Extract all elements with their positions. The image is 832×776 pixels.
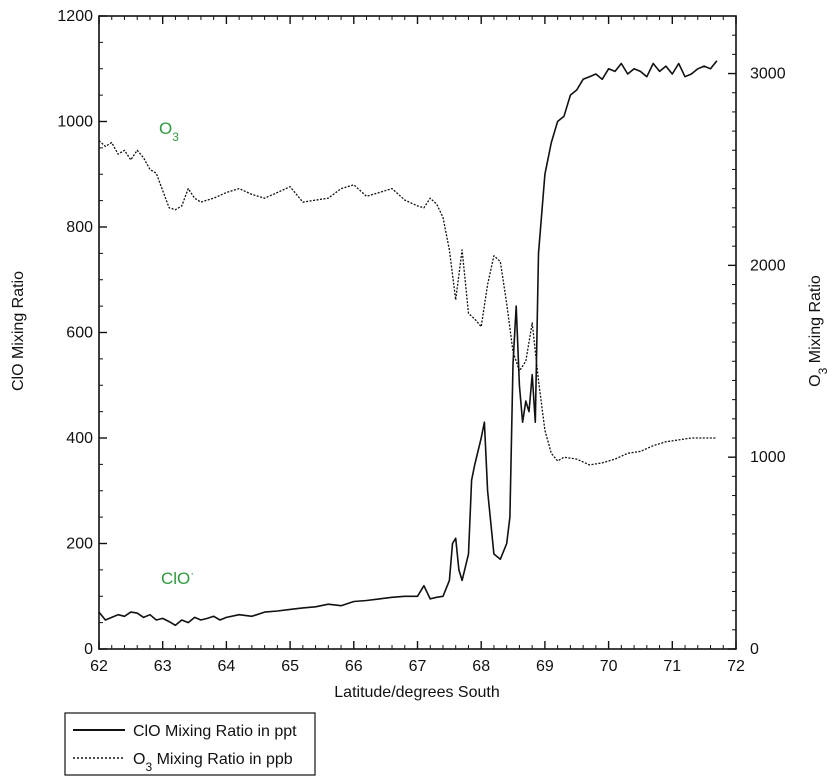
o3-series-line xyxy=(98,140,717,466)
legend-o3-label: O3 Mixing Ratio in ppb xyxy=(133,751,293,774)
x-tick-label: 68 xyxy=(472,658,490,675)
y-right-tick-label: 2000 xyxy=(750,257,786,274)
right-axis-title-tail: Mixing Ratio xyxy=(807,275,824,368)
legend-clo-label: ClO Mixing Ratio in ppt xyxy=(133,723,297,740)
y-left-tick-label: 0 xyxy=(84,641,93,658)
clo-series-line xyxy=(98,60,718,627)
legend: ClO Mixing Ratio in ppt O3 Mixing Ratio … xyxy=(64,712,316,776)
y-left-tick-label: 200 xyxy=(66,536,93,553)
y-right-tick-label: 1000 xyxy=(750,449,786,466)
clo-curve-label-main: ClO xyxy=(161,569,190,588)
x-tick-label: 69 xyxy=(536,658,554,675)
o3-curve-label-main: O xyxy=(159,119,172,138)
x-tick-label: 63 xyxy=(154,658,172,675)
tick-labels: 62 63 64 65 66 67 68 69 70 71 72 0 200 400 600 800 1000 1… xyxy=(57,8,785,675)
plot-frame xyxy=(98,15,737,650)
x-tick-label: 66 xyxy=(345,658,363,675)
x-tick-label: 72 xyxy=(727,658,745,675)
y-left-tick-label: 800 xyxy=(66,219,93,236)
series-layer xyxy=(98,60,718,627)
x-tick-label: 65 xyxy=(281,658,299,675)
y-left-tick-label: 400 xyxy=(66,430,93,447)
y-left-tick-label: 1200 xyxy=(57,8,93,25)
x-tick-label: 64 xyxy=(218,658,236,675)
right-axis-title-main: O xyxy=(807,374,824,386)
clo-curve-label-sup: · xyxy=(190,566,194,580)
y-left-tick-label: 1000 xyxy=(57,114,93,131)
y-left-tick-label: 600 xyxy=(66,325,93,342)
right-axis-title-sub: 3 xyxy=(816,367,830,374)
clo-curve-label: ClO· xyxy=(161,566,194,588)
x-tick-label: 62 xyxy=(90,658,108,675)
o3-curve-label: O3 xyxy=(159,119,179,144)
right-axis-title: O3 Mixing Ratio xyxy=(807,275,830,387)
x-tick-label: 67 xyxy=(409,658,427,675)
legend-box xyxy=(64,712,316,776)
o3-curve-label-sub: 3 xyxy=(172,130,179,144)
legend-o3-label-main: O xyxy=(133,751,145,768)
x-axis-title: Latitude/degrees South xyxy=(334,684,499,701)
x-tick-label: 70 xyxy=(600,658,618,675)
y-right-tick-label: 3000 xyxy=(750,66,786,83)
legend-o3-label-tail: Mixing Ratio in ppb xyxy=(152,751,293,768)
legend-o3-label-sub: 3 xyxy=(145,760,152,774)
axis-ticks xyxy=(98,15,737,650)
left-axis-title: ClO Mixing Ratio xyxy=(10,271,27,391)
x-tick-label: 71 xyxy=(663,658,681,675)
y-right-tick-label: 0 xyxy=(750,641,759,658)
